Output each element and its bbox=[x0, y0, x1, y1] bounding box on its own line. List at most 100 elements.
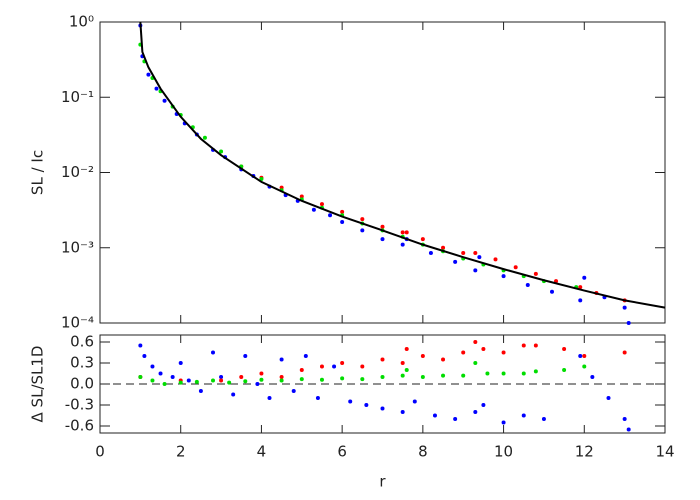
data-point bbox=[606, 396, 611, 400]
data-point bbox=[311, 207, 316, 212]
data-point bbox=[533, 343, 538, 348]
x-axis-label: r bbox=[379, 473, 386, 491]
data-point bbox=[441, 357, 446, 362]
data-point bbox=[380, 224, 385, 229]
data-point bbox=[453, 259, 458, 264]
data-point bbox=[231, 392, 236, 397]
data-point bbox=[239, 375, 244, 379]
data-point bbox=[162, 98, 167, 103]
data-point bbox=[441, 245, 446, 250]
data-point bbox=[360, 377, 365, 382]
data-point bbox=[340, 376, 345, 381]
data-point bbox=[364, 403, 369, 407]
data-point bbox=[219, 378, 224, 383]
data-point bbox=[582, 354, 587, 358]
data-point bbox=[202, 135, 207, 140]
data-point bbox=[158, 371, 163, 376]
y-axis-label: SL / Ic bbox=[29, 150, 47, 195]
data-point bbox=[590, 375, 595, 379]
data-point bbox=[243, 379, 248, 384]
data-point bbox=[533, 271, 538, 276]
data-point bbox=[150, 364, 155, 369]
data-point bbox=[420, 375, 425, 379]
data-point bbox=[481, 347, 486, 351]
data-point bbox=[267, 396, 272, 400]
data-point bbox=[380, 375, 385, 379]
data-point bbox=[279, 357, 284, 362]
data-point bbox=[146, 72, 151, 77]
data-point bbox=[453, 417, 458, 421]
data-point bbox=[400, 410, 405, 414]
data-point bbox=[150, 378, 155, 383]
data-point bbox=[138, 343, 143, 348]
y-tick-label: 0.3 bbox=[70, 354, 94, 372]
data-point bbox=[473, 268, 478, 273]
data-point bbox=[319, 377, 324, 382]
data-point bbox=[578, 354, 583, 358]
data-point bbox=[259, 371, 264, 376]
x-tick-label: 10 bbox=[494, 443, 513, 461]
x-tick-label: 6 bbox=[337, 443, 347, 461]
data-point bbox=[219, 149, 224, 154]
data-point bbox=[259, 176, 264, 181]
data-point bbox=[473, 410, 478, 414]
y-tick-label: 10⁻³ bbox=[61, 238, 94, 256]
data-point bbox=[441, 373, 446, 378]
y-axis-label: Δ SL/SL1D bbox=[29, 346, 47, 423]
y-tick-label: 10⁻⁴ bbox=[61, 314, 94, 332]
data-point bbox=[400, 242, 405, 247]
data-point bbox=[315, 396, 320, 400]
data-point bbox=[481, 403, 486, 407]
data-point bbox=[142, 354, 147, 358]
data-point bbox=[513, 265, 518, 270]
data-point bbox=[626, 427, 631, 432]
x-tick-label: 12 bbox=[575, 443, 594, 461]
data-point bbox=[303, 354, 308, 358]
y-tick-label: -0.3 bbox=[65, 396, 94, 414]
data-point bbox=[299, 377, 304, 382]
data-point bbox=[622, 350, 627, 355]
data-point bbox=[178, 361, 183, 365]
data-point bbox=[332, 364, 337, 369]
y-tick-label: 10⁰ bbox=[69, 13, 94, 31]
data-point bbox=[461, 350, 466, 355]
data-line bbox=[139, 21, 666, 309]
data-point bbox=[348, 399, 353, 404]
data-point bbox=[501, 420, 506, 425]
data-point bbox=[550, 289, 554, 294]
data-point bbox=[420, 354, 425, 358]
data-point bbox=[622, 417, 627, 421]
data-point bbox=[404, 230, 409, 235]
data-point bbox=[521, 371, 526, 376]
data-point bbox=[521, 413, 526, 418]
data-point bbox=[578, 298, 583, 303]
data-point bbox=[461, 251, 466, 256]
x-tick-label: 8 bbox=[418, 443, 428, 461]
data-point bbox=[279, 375, 284, 379]
data-point bbox=[211, 378, 215, 383]
data-point bbox=[299, 194, 304, 199]
data-point bbox=[328, 213, 333, 218]
data-point bbox=[243, 354, 248, 358]
data-point bbox=[582, 364, 587, 369]
data-point bbox=[473, 361, 478, 365]
data-point bbox=[562, 368, 567, 372]
data-point bbox=[432, 413, 437, 418]
data-point bbox=[198, 389, 203, 393]
data-point bbox=[420, 237, 425, 242]
data-point bbox=[501, 274, 506, 279]
data-point bbox=[170, 375, 175, 379]
data-point bbox=[404, 347, 409, 351]
data-point bbox=[227, 380, 232, 385]
data-point bbox=[340, 219, 345, 224]
data-point bbox=[412, 399, 417, 404]
data-point bbox=[299, 368, 304, 372]
y-tick-label: -0.6 bbox=[65, 417, 94, 435]
data-point bbox=[194, 379, 199, 384]
data-point bbox=[400, 230, 405, 235]
y-tick-label: 0.6 bbox=[70, 333, 94, 351]
data-point bbox=[582, 275, 587, 280]
data-point bbox=[255, 382, 260, 386]
x-tick-label: 4 bbox=[257, 443, 267, 461]
